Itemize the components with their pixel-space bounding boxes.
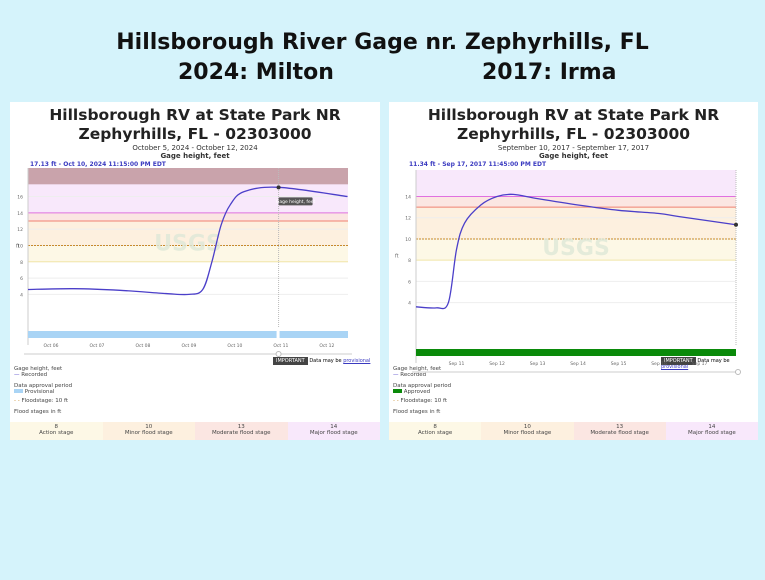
- band-action: [28, 245, 348, 262]
- x-tick-label: Oct 11: [273, 343, 288, 349]
- y-tick-label: 12: [405, 216, 411, 222]
- y-tick-label: 6: [408, 279, 411, 285]
- series-line-recorded: [415, 193, 737, 310]
- y-tick-label: 14: [17, 211, 23, 217]
- y-tick-label: 16: [17, 195, 23, 201]
- flood-stage-0: 8 Action stage: [389, 422, 482, 440]
- approval-title: Data approval period: [14, 383, 73, 389]
- y-tick-label: 8: [408, 258, 411, 264]
- legend-title: Gage height, feet: [14, 366, 63, 372]
- provisional-link[interactable]: provisional: [343, 358, 371, 364]
- important-badge[interactable]: IMPORTANT: [273, 357, 308, 365]
- tooltip: Gage height, feet: [276, 197, 316, 206]
- current-point[interactable]: [734, 222, 738, 227]
- x-tick-label: Oct 06: [44, 343, 59, 349]
- x-tick-label: Oct 07: [89, 343, 104, 349]
- series-line-recorded: [27, 186, 348, 296]
- flood-stage-0: 8 Action stage: [10, 422, 103, 440]
- flood-stage-3: 14 Major flood stage: [287, 422, 380, 440]
- flood-stages-table: 8 Action stage 10 Minor flood stage 13 Modera…: [10, 422, 380, 440]
- flood-stages-table: 8 Action stage 10 Minor flood stage 13 Modera…: [389, 422, 758, 440]
- y-tick-label: 12: [17, 227, 23, 233]
- right-label: 2017: Irma: [482, 60, 617, 85]
- band-moderate: [28, 212, 348, 221]
- chart-title: Hillsborough RV at State Park NR Zephyrh…: [49, 106, 341, 143]
- legend: Gage height, feet — Recorded Data approv…: [14, 366, 72, 415]
- approval-bar: [416, 349, 736, 356]
- flood-stages-title: Flood stages in ft: [14, 409, 62, 415]
- usgs-watermark: USGS: [542, 236, 610, 261]
- x-tick-label: Sep 17: [692, 361, 708, 367]
- legend-title: Gage height, feet: [393, 366, 442, 372]
- important-notice: IMPORTANT Data may be provisional: [273, 357, 371, 365]
- flood-stage-3: 14 Major flood stage: [665, 422, 758, 440]
- chart-panel-2024: Hillsborough RV at State Park NR Zephyrh…: [10, 102, 380, 440]
- current-value: 17.13 ft - Oct 10, 2024 11:15:00 PM EDT: [30, 161, 166, 168]
- flood-stage-2: 13 Moderate flood stage: [195, 422, 288, 440]
- current-point[interactable]: [276, 185, 281, 190]
- y-tick-label: 10: [405, 237, 411, 243]
- y-axis-label: ft: [395, 254, 399, 260]
- slider-handle[interactable]: [275, 351, 282, 357]
- chart-svg: 4 6 8 10 12 14 16 ft USGS Oct 06 Oct 07 Oct 08 Oct 0…: [16, 168, 352, 357]
- y-tick-label: 8: [20, 260, 23, 266]
- y-tick-label: 14: [405, 195, 411, 201]
- current-value: 11.34 ft - Sep 17, 2017 11:45:00 PM EDT: [409, 161, 547, 168]
- chart-title: Hillsborough RV at State Park NR Zephyrh…: [427, 106, 720, 143]
- y-tick-label: 6: [20, 276, 23, 282]
- legend-approval[interactable]: Provisional: [14, 389, 72, 395]
- legend-floodstage: - - Floodstage: 10 ft: [14, 398, 68, 404]
- y-tick-label: 4: [20, 292, 23, 298]
- legend-approval[interactable]: Approved: [393, 389, 451, 395]
- provisional-link[interactable]: provisional: [661, 364, 689, 370]
- x-tick-label: Sep 16: [651, 361, 667, 367]
- slider-handle[interactable]: [735, 369, 741, 375]
- page-title: Hillsborough River Gage nr. Zephyrhills,…: [116, 30, 649, 55]
- flood-stages-title: Flood stages in ft: [393, 409, 441, 415]
- important-badge[interactable]: IMPORTANT: [661, 357, 696, 365]
- left-label: 2024: Milton: [178, 60, 334, 85]
- notice-text: Data may be: [309, 358, 342, 364]
- x-tick-label: Sep 13: [530, 361, 546, 367]
- flood-stage-2: 13 Moderate flood stage: [573, 422, 666, 440]
- band-action: [416, 238, 736, 261]
- band-minor: [28, 221, 348, 246]
- band-major: [416, 170, 736, 197]
- legend-floodstage: - - Floodstage: 10 ft: [393, 398, 447, 404]
- header: Hillsborough River Gage nr. Zephyrhills,…: [0, 0, 765, 100]
- approval-title: Data approval period: [393, 383, 452, 389]
- approval-bar: [28, 331, 277, 338]
- approval-bar: [279, 331, 348, 338]
- chart-subtitle: Gage height, feet: [160, 152, 230, 160]
- chart-panel-2017: Hillsborough RV at State Park NR Zephyrh…: [389, 102, 758, 440]
- x-tick-label: Sep 11: [449, 361, 465, 367]
- y-tick-label: 10: [17, 243, 23, 249]
- chart-svg: 4 6 8 10 12 14 ft USGS Sep 11 Sep 12 Sep 13 Sep 14 S…: [395, 170, 741, 375]
- chart-subtitle: Gage height, feet: [538, 152, 609, 160]
- usgs-watermark: USGS: [154, 231, 222, 256]
- band-record: [28, 168, 348, 185]
- band-minor: [416, 207, 736, 239]
- y-tick-label: 4: [408, 301, 411, 307]
- svg-text:Gage height, feet: Gage height, feet: [276, 199, 316, 205]
- flood-stage-1: 10 Minor flood stage: [102, 422, 195, 440]
- flood-stage-1: 10 Minor flood stage: [481, 422, 574, 440]
- legend-recorded[interactable]: — Recorded: [393, 372, 427, 378]
- legend-recorded[interactable]: — Recorded: [14, 372, 48, 378]
- important-notice: IMPORTANT Data may be provisional: [661, 357, 758, 370]
- date-range: September 10, 2017 - September 17, 2017: [497, 144, 650, 152]
- x-tick-label: Sep 12: [489, 361, 505, 367]
- x-tick-label: Oct 10: [227, 343, 242, 349]
- x-tick-label: Sep 14: [570, 361, 586, 367]
- notice-text: Data may be: [697, 358, 730, 364]
- y-axis-label: ft: [16, 244, 20, 250]
- legend: Gage height, feet — Recorded Data approv…: [393, 366, 451, 415]
- date-range: October 5, 2024 - October 12, 2024: [132, 144, 258, 152]
- x-tick-label: Oct 09: [181, 343, 196, 349]
- band-moderate: [416, 196, 736, 208]
- x-tick-label: Oct 08: [135, 343, 150, 349]
- x-tick-label: Sep 15: [611, 361, 627, 367]
- x-tick-label: Oct 12: [319, 343, 334, 349]
